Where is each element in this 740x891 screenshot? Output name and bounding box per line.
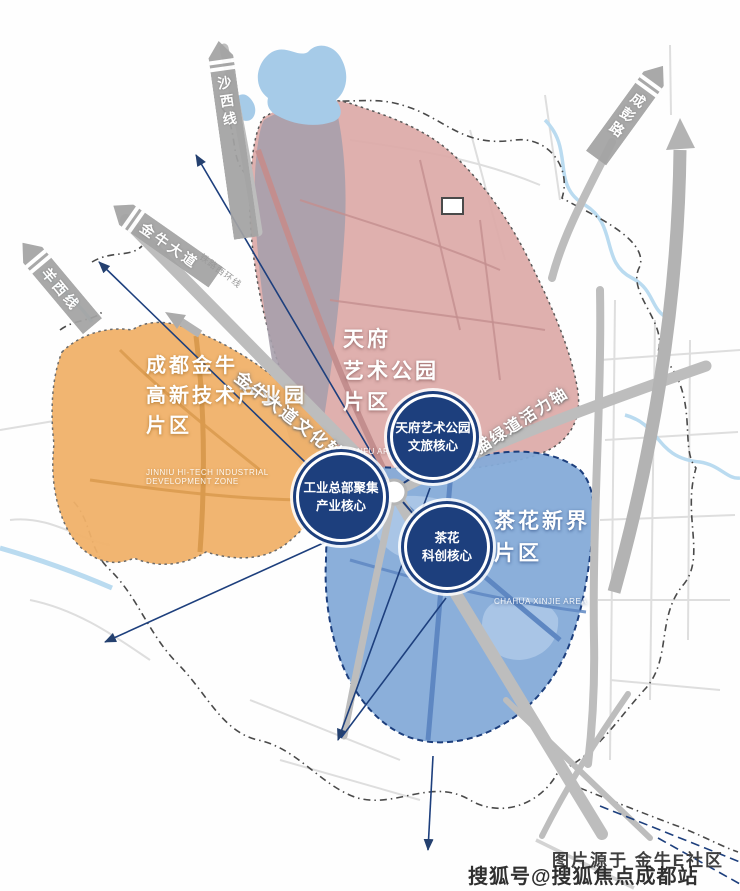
core-badge-label: 茶花 科创核心 bbox=[421, 530, 472, 563]
sign-stripe bbox=[209, 58, 234, 65]
sign-stripe bbox=[210, 65, 235, 72]
sohu-watermark: 搜狐号@搜狐焦点成都站 bbox=[468, 866, 699, 888]
zone-name-chahua: 茶花新界 片区 bbox=[494, 510, 590, 565]
zone-label-tianfu: 天府 艺术公园 片区 TIANFU ART PARK AREA bbox=[343, 300, 446, 480]
zone-label-chahua: 茶花新界 片区 CHAHUA XINJIE AREA bbox=[494, 482, 590, 630]
core-badge-label: 工业总部聚集 产业核心 bbox=[303, 480, 379, 513]
axis-arrows bbox=[98, 154, 447, 741]
dashed-route-lines bbox=[423, 755, 740, 885]
big-arrow-head bbox=[666, 118, 695, 150]
lake-shape bbox=[233, 45, 347, 125]
roadsign-shaxi-label: 沙西线 bbox=[215, 74, 239, 131]
small-arrow-head bbox=[165, 312, 186, 329]
zone-name-tianfu: 天府 艺术公园 片区 bbox=[343, 328, 439, 414]
zone-name-jinniu-en: JINNIU HI-TECH INDUSTRIAL DEVELOPMENT ZO… bbox=[146, 468, 269, 486]
image-source-credit: 图片源于 金牛E社区 bbox=[552, 851, 725, 870]
junction-circle bbox=[380, 478, 408, 506]
zone-label-jinniu: 成都金牛 高新技术产业园 片区 JINNIU HI-TECH INDUSTRIA… bbox=[146, 328, 307, 509]
zone-tianfu-shape bbox=[248, 99, 580, 488]
big-gray-arrows bbox=[165, 118, 695, 594]
zone-name-jinniu: 成都金牛 高新技术产业园 片区 bbox=[146, 355, 307, 437]
core-badge-chahua-scitech: 茶花 科创核心 bbox=[407, 507, 487, 587]
core-badge-industry-hq: 工业总部聚集 产业核心 bbox=[299, 455, 383, 539]
core-badge-label: 天府艺术公园 文旅核心 bbox=[395, 420, 471, 453]
landmark-square bbox=[441, 197, 464, 215]
zone-name-chahua-en: CHAHUA XINJIE AREA bbox=[494, 597, 588, 606]
core-badge-tianfu-culture-tourism: 天府艺术公园 文旅核心 bbox=[393, 397, 473, 477]
